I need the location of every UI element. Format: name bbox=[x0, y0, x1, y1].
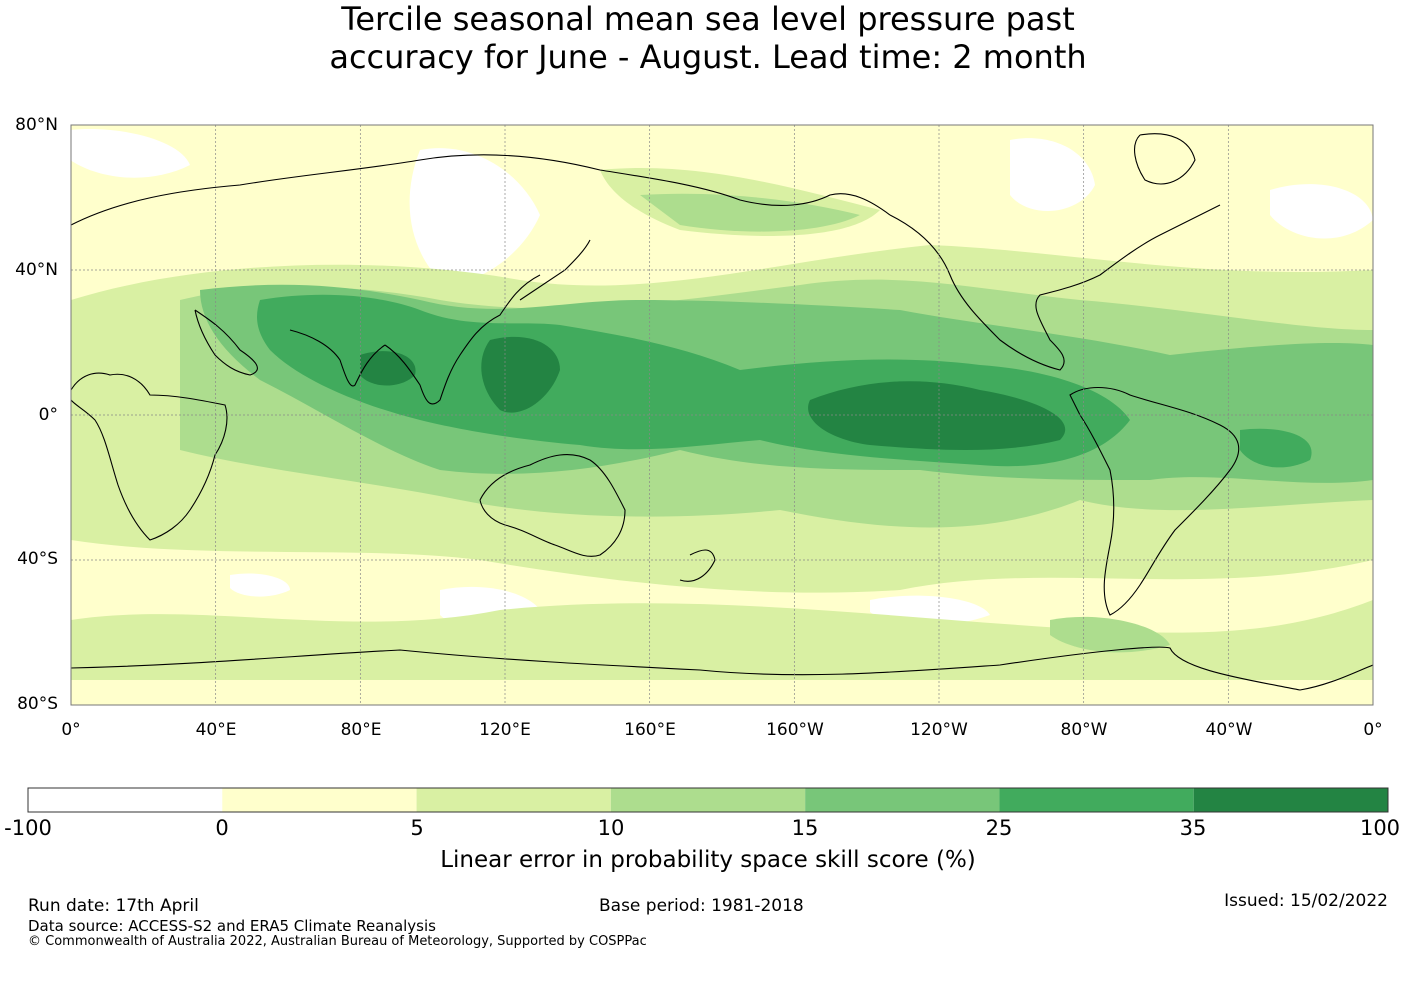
title-line-2: accuracy for June - August. Lead time: 2… bbox=[329, 38, 1087, 76]
colorbar-tick-label: 100 bbox=[1359, 816, 1401, 840]
lon-label-40e: 40°E bbox=[195, 720, 237, 740]
colorbar-swatch bbox=[1193, 788, 1388, 812]
colorbar-swatch bbox=[805, 788, 1000, 812]
lon-label-360: 0° bbox=[1363, 720, 1383, 740]
lon-label-40w: 40°W bbox=[1205, 720, 1253, 740]
colorbar-title: Linear error in probability space skill … bbox=[440, 847, 976, 873]
lat-label-80s: 80°S bbox=[17, 694, 58, 714]
colorbar-swatch bbox=[610, 788, 806, 812]
colorbar-swatch bbox=[999, 788, 1194, 812]
skill-region-white bbox=[230, 573, 290, 597]
colorbar-frame bbox=[27, 787, 1389, 813]
skill-field bbox=[71, 129, 1373, 680]
lon-label-120e: 120°E bbox=[479, 720, 531, 740]
coastline-greenland bbox=[1134, 133, 1196, 185]
coastline-africa bbox=[71, 372, 228, 541]
copyright: © Commonwealth of Australia 2022, Austra… bbox=[28, 934, 647, 949]
skill-region-darkest-green bbox=[481, 336, 560, 413]
skill-region-light-green bbox=[71, 600, 1373, 680]
colorbar-tick-label: 5 bbox=[410, 816, 424, 840]
skill-region-darker-green bbox=[1240, 428, 1312, 468]
lat-label-equator: 0° bbox=[38, 405, 58, 425]
skill-region-white bbox=[1010, 138, 1095, 212]
lat-label-80n: 80°N bbox=[15, 115, 58, 135]
coastline-se-asia bbox=[384, 274, 541, 405]
lon-label-160e: 160°E bbox=[624, 720, 676, 740]
chart-title: Tercile seasonal mean sea level pressure… bbox=[0, 0, 1416, 76]
colorbar-swatch bbox=[28, 788, 223, 812]
coastline-australia bbox=[479, 454, 626, 557]
skill-region-white bbox=[71, 129, 190, 178]
colorbar-swatch bbox=[416, 788, 611, 812]
skill-region-white bbox=[409, 148, 540, 282]
lon-label-160w: 160°W bbox=[766, 720, 824, 740]
colorbar-tick-label: 25 bbox=[985, 816, 1013, 840]
data-source: Data source: ACCESS-S2 and ERA5 Climate … bbox=[28, 917, 436, 935]
lon-label-0: 0° bbox=[61, 720, 81, 740]
colorbar-tick-label: -100 bbox=[4, 816, 52, 840]
coastline-antarctica bbox=[71, 646, 1373, 691]
graticule bbox=[71, 125, 1373, 705]
colorbar-tick-label: 35 bbox=[1179, 816, 1207, 840]
coastline-south-america bbox=[1069, 387, 1240, 616]
lon-label-80e: 80°E bbox=[340, 720, 382, 740]
colorbar-tick-label: 15 bbox=[791, 816, 819, 840]
skill-region-medium-green bbox=[640, 193, 860, 232]
map-frame bbox=[70, 124, 1374, 706]
title-line-1: Tercile seasonal mean sea level pressure… bbox=[341, 0, 1075, 38]
lat-label-40n: 40°N bbox=[15, 260, 58, 280]
lon-label-120w: 120°W bbox=[910, 720, 968, 740]
coastlines bbox=[71, 133, 1373, 691]
skill-region-white bbox=[1270, 184, 1373, 239]
run-date: Run date: 17th April bbox=[28, 896, 199, 916]
colorbar-swatch bbox=[222, 788, 417, 812]
coastline-north-america bbox=[889, 204, 1221, 371]
coastline-asia-north bbox=[71, 154, 891, 226]
skill-region-darkest-green bbox=[808, 381, 1066, 450]
base-period: Base period: 1981-2018 bbox=[599, 896, 804, 916]
issued-date: Issued: 15/02/2022 bbox=[1224, 891, 1388, 911]
skill-region-medium-green bbox=[1050, 616, 1170, 653]
colorbar-tick-label: 0 bbox=[215, 816, 229, 840]
colorbar bbox=[27, 787, 1389, 813]
coastline-india bbox=[289, 329, 386, 387]
colorbar-tick-label: 10 bbox=[597, 816, 625, 840]
lon-label-80w: 80°W bbox=[1060, 720, 1108, 740]
coastline-arabia bbox=[194, 309, 258, 376]
lat-label-40s: 40°S bbox=[17, 549, 58, 569]
